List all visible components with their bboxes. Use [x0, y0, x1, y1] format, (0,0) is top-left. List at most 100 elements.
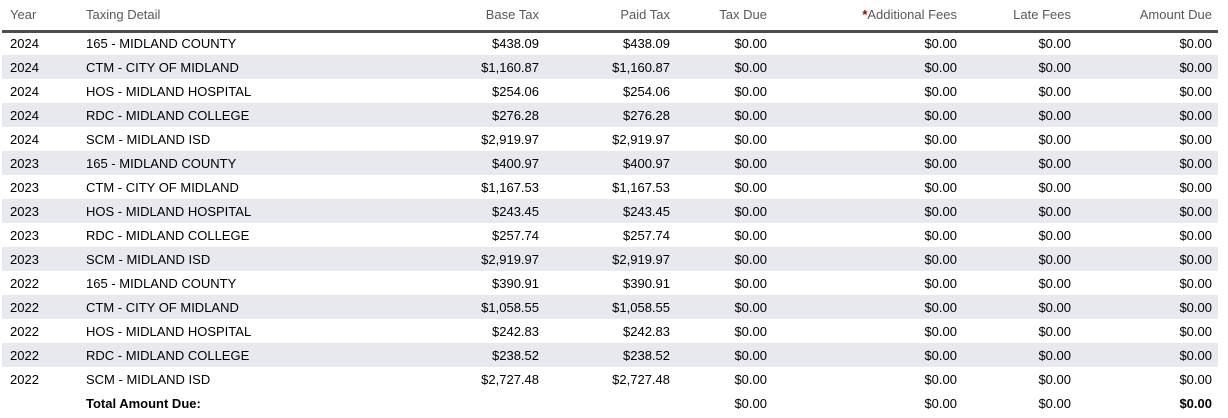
- cell-late-fees: $0.00: [1038, 275, 1071, 291]
- table-row: 2022 HOS - MIDLAND HOSPITAL $242.83 $242…: [2, 319, 1218, 343]
- column-header-base-tax: Base Tax: [390, 0, 545, 33]
- column-header-amount-due: Amount Due: [1077, 0, 1218, 33]
- table-row: 2024 RDC - MIDLAND COLLEGE $276.28 $276.…: [2, 103, 1218, 127]
- cell-year: 2023: [10, 251, 39, 267]
- total-row: Total Amount Due: $0.00 $0.00 $0.00 $0.0…: [2, 391, 1218, 415]
- column-header-additional-fees: *Additional Fees: [773, 0, 963, 33]
- cell-year: 2024: [10, 107, 39, 123]
- cell-base-tax: $257.74: [492, 227, 539, 243]
- additional-fees-label: Additional Fees: [867, 7, 957, 23]
- header-row: Year Taxing Detail Base Tax Paid Tax Tax…: [2, 0, 1218, 33]
- cell-taxing-detail: SCM - MIDLAND ISD: [86, 131, 211, 147]
- cell-base-tax: $2,919.97: [481, 251, 539, 267]
- cell-paid-tax: $400.97: [623, 155, 670, 171]
- cell-paid-tax: $438.09: [623, 36, 670, 52]
- table-row: 2022 SCM - MIDLAND ISD $2,727.48 $2,727.…: [2, 367, 1218, 391]
- table-body: 2024 165 - MIDLAND COUNTY $438.09 $438.0…: [2, 31, 1218, 415]
- cell-amount-due: $0.00: [1179, 347, 1212, 363]
- cell-taxing-detail: SCM - MIDLAND ISD: [86, 251, 211, 267]
- table-row: 2022 RDC - MIDLAND COLLEGE $238.52 $238.…: [2, 343, 1218, 367]
- cell-taxing-detail: RDC - MIDLAND COLLEGE: [86, 227, 250, 243]
- cell-additional-fees: $0.00: [924, 323, 957, 339]
- cell-paid-tax: $276.28: [623, 107, 670, 123]
- column-header-late-fees: Late Fees: [963, 0, 1077, 33]
- column-header-year: Year: [2, 0, 78, 33]
- cell-tax-due: $0.00: [734, 371, 767, 387]
- cell-paid-tax: $254.06: [623, 83, 670, 99]
- cell-amount-due: $0.00: [1179, 203, 1212, 219]
- cell-paid-tax: $2,919.97: [612, 131, 670, 147]
- cell-base-tax: $400.97: [492, 155, 539, 171]
- cell-tax-due: $0.00: [734, 83, 767, 99]
- cell-additional-fees: $0.00: [924, 155, 957, 171]
- total-label: Total Amount Due:: [78, 391, 390, 415]
- cell-late-fees: $0.00: [1038, 251, 1071, 267]
- cell-base-tax: $242.83: [492, 323, 539, 339]
- cell-year: 2023: [10, 203, 39, 219]
- cell-tax-due: $0.00: [734, 347, 767, 363]
- table-row: 2022 CTM - CITY OF MIDLAND $1,058.55 $1,…: [2, 295, 1218, 319]
- cell-additional-fees: $0.00: [924, 251, 957, 267]
- cell-amount-due: $0.00: [1179, 36, 1212, 52]
- cell-base-tax: $1,167.53: [481, 179, 539, 195]
- cell-late-fees: $0.00: [1038, 371, 1071, 387]
- cell-amount-due: $0.00: [1179, 107, 1212, 123]
- table-row: 2023 SCM - MIDLAND ISD $2,919.97 $2,919.…: [2, 247, 1218, 271]
- cell-taxing-detail: 165 - MIDLAND COUNTY: [86, 155, 237, 171]
- cell-taxing-detail: RDC - MIDLAND COLLEGE: [86, 347, 250, 363]
- cell-tax-due: $0.00: [734, 251, 767, 267]
- cell-amount-due: $0.00: [1179, 299, 1212, 315]
- cell-taxing-detail: 165 - MIDLAND COUNTY: [86, 275, 237, 291]
- cell-taxing-detail: RDC - MIDLAND COLLEGE: [86, 107, 250, 123]
- cell-base-tax: $276.28: [492, 107, 539, 123]
- cell-additional-fees: $0.00: [924, 59, 957, 75]
- cell-year: 2022: [10, 347, 39, 363]
- cell-paid-tax: $1,058.55: [612, 299, 670, 315]
- cell-additional-fees: $0.00: [924, 131, 957, 147]
- cell-paid-tax: $390.91: [623, 275, 670, 291]
- cell-late-fees: $0.00: [1038, 155, 1071, 171]
- cell-additional-fees: $0.00: [924, 275, 957, 291]
- cell-base-tax: $254.06: [492, 83, 539, 99]
- cell-base-tax: $1,058.55: [481, 299, 539, 315]
- cell-taxing-detail: CTM - CITY OF MIDLAND: [86, 299, 239, 315]
- cell-tax-due: $0.00: [734, 107, 767, 123]
- cell-base-tax: $2,919.97: [481, 131, 539, 147]
- cell-paid-tax: $1,167.53: [612, 179, 670, 195]
- cell-late-fees: $0.00: [1038, 179, 1071, 195]
- column-header-paid-tax: Paid Tax: [545, 0, 676, 33]
- table-row: 2023 165 - MIDLAND COUNTY $400.97 $400.9…: [2, 151, 1218, 175]
- cell-tax-due: $0.00: [734, 36, 767, 52]
- cell-amount-due: $0.00: [1179, 83, 1212, 99]
- cell-amount-due: $0.00: [1179, 323, 1212, 339]
- cell-year: 2024: [10, 59, 39, 75]
- table-row: 2024 165 - MIDLAND COUNTY $438.09 $438.0…: [2, 31, 1218, 55]
- additional-fees-asterisk: *: [862, 7, 868, 23]
- cell-paid-tax: $2,919.97: [612, 251, 670, 267]
- cell-taxing-detail: 165 - MIDLAND COUNTY: [86, 36, 237, 52]
- cell-tax-due: $0.00: [734, 323, 767, 339]
- cell-year: 2022: [10, 275, 39, 291]
- cell-late-fees: $0.00: [1038, 299, 1071, 315]
- cell-additional-fees: $0.00: [924, 36, 957, 52]
- cell-paid-tax: $242.83: [623, 323, 670, 339]
- cell-amount-due: $0.00: [1179, 179, 1212, 195]
- cell-tax-due: $0.00: [734, 275, 767, 291]
- cell-amount-due: $0.00: [1179, 59, 1212, 75]
- cell-paid-tax: $243.45: [623, 203, 670, 219]
- cell-tax-due: $0.00: [734, 227, 767, 243]
- cell-year: 2024: [10, 83, 39, 99]
- total-amount-due: $0.00: [1077, 391, 1218, 415]
- cell-late-fees: $0.00: [1038, 323, 1071, 339]
- cell-amount-due: $0.00: [1179, 155, 1212, 171]
- table-row: 2024 SCM - MIDLAND ISD $2,919.97 $2,919.…: [2, 127, 1218, 151]
- cell-late-fees: $0.00: [1038, 36, 1071, 52]
- cell-taxing-detail: HOS - MIDLAND HOSPITAL: [86, 323, 252, 339]
- cell-base-tax: $1,160.87: [481, 59, 539, 75]
- cell-base-tax: $438.09: [492, 36, 539, 52]
- cell-taxing-detail: CTM - CITY OF MIDLAND: [86, 179, 239, 195]
- table-row: 2022 165 - MIDLAND COUNTY $390.91 $390.9…: [2, 271, 1218, 295]
- cell-additional-fees: $0.00: [924, 227, 957, 243]
- table-row: 2023 CTM - CITY OF MIDLAND $1,167.53 $1,…: [2, 175, 1218, 199]
